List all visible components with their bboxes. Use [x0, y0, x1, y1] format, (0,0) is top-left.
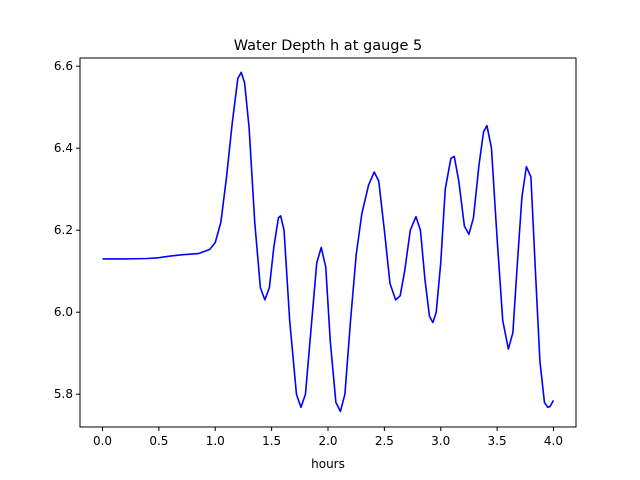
series-line-water-depth [102, 71, 555, 413]
x-tick-label: 3.5 [488, 434, 507, 448]
y-axis: 5.8 6.0 6.2 6.4 6.6 [54, 59, 80, 401]
x-tick-label: 2.5 [375, 434, 394, 448]
x-axis: 0.0 0.5 1.0 1.5 2.0 2.5 3.0 3.5 4.0 [93, 427, 563, 448]
y-tick-label: 5.8 [54, 387, 73, 401]
x-tick-label: 1.5 [262, 434, 281, 448]
y-tick-label: 6.6 [54, 59, 73, 73]
x-tick-label: 4.0 [544, 434, 563, 448]
x-axis-label: hours [311, 457, 345, 471]
y-tick-label: 6.0 [54, 305, 73, 319]
x-tick-label: 3.0 [431, 434, 450, 448]
plot-area [79, 57, 577, 428]
y-tick-label: 6.4 [54, 141, 73, 155]
x-tick-label: 1.0 [206, 434, 225, 448]
x-tick-label: 0.0 [93, 434, 112, 448]
plot-frame [80, 58, 576, 427]
x-tick-label: 2.0 [318, 434, 337, 448]
y-tick-label: 6.2 [54, 223, 73, 237]
chart-title: Water Depth h at gauge 5 [234, 38, 422, 54]
x-tick-label: 0.5 [149, 434, 168, 448]
